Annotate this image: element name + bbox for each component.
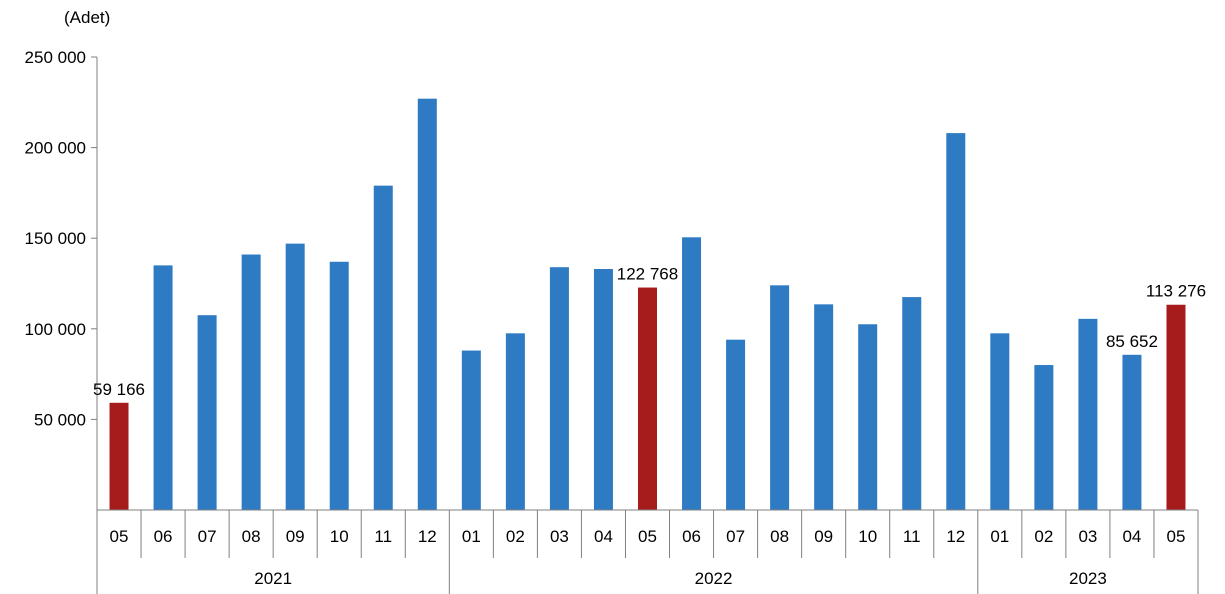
x-tick-label: 02 [506,527,525,546]
bar-1 [153,265,173,510]
x-tick-label: 12 [418,527,437,546]
x-tick-label: 05 [638,527,657,546]
bar-17 [858,324,878,510]
y-tick-label: 250 000 [25,48,86,67]
bar-0 [109,402,129,510]
x-tick-label: 08 [770,527,789,546]
bar-18 [902,297,922,510]
x-tick-label: 01 [462,527,481,546]
x-tick-label: 03 [1078,527,1097,546]
bar-11 [593,269,613,510]
data-label: 85 652 [1106,332,1158,351]
x-tick-label: 12 [946,527,965,546]
x-tick-label: 05 [110,527,129,546]
x-tick-label: 06 [154,527,173,546]
data-label: 59 166 [93,380,145,399]
bar-23 [1122,354,1142,510]
bar-8 [461,350,481,510]
x-tick-label: 06 [682,527,701,546]
x-tick-label: 01 [990,527,1009,546]
data-label: 122 768 [617,265,678,284]
x-tick-label: 07 [198,527,217,546]
bar-15 [770,285,790,510]
y-axis: 250 000 200 000 150 000 100 000 50 000 [25,48,98,510]
bar-7 [417,98,437,511]
x-tick-label: 10 [858,527,877,546]
bar-16 [814,304,834,510]
year-label: 2021 [254,569,292,588]
x-tick-label: 02 [1034,527,1053,546]
bar-20 [990,333,1010,510]
bars [109,98,1186,511]
x-tick-label: 04 [594,527,613,546]
x-tick-label: 03 [550,527,569,546]
bar-19 [946,133,966,510]
data-label: 113 276 [1146,282,1206,301]
x-tick-label: 11 [374,527,392,546]
x-tick-label: 04 [1122,527,1141,546]
x-tick-label: 11 [903,527,921,546]
bar-6 [373,185,393,511]
x-tick-label: 05 [1167,527,1186,546]
y-tick-label: 200 000 [25,139,86,158]
x-axis: 05 06 07 08 09 10 11 12 01 02 03 04 05 06 07 08 09 10 11 12… [96,509,1199,594]
bar-13 [682,237,702,510]
bar-3 [241,254,261,510]
x-tick-label: 10 [330,527,349,546]
bar-9 [505,333,525,510]
bar-10 [549,267,569,510]
x-tick-label: 09 [814,527,833,546]
y-tick-label: 100 000 [25,320,86,339]
bar-24 [1166,304,1186,510]
x-tick-label: 08 [242,527,261,546]
year-label: 2023 [1069,569,1107,588]
x-tick-label: 07 [726,527,745,546]
y-axis-unit-label: (Adet) [64,8,110,27]
year-label: 2022 [695,569,733,588]
bar-5 [329,261,349,510]
x-tick-label: 09 [286,527,305,546]
bar-12 [638,287,657,510]
bar-14 [726,339,746,510]
bar-21 [1034,365,1054,510]
data-labels: 59 166 122 768 85 652 113 276 [93,265,1206,399]
y-tick-label: 150 000 [25,229,86,248]
bar-2 [197,315,217,510]
bar-4 [285,243,305,511]
y-tick-label: 50 000 [34,410,86,429]
bar-22 [1078,318,1098,510]
